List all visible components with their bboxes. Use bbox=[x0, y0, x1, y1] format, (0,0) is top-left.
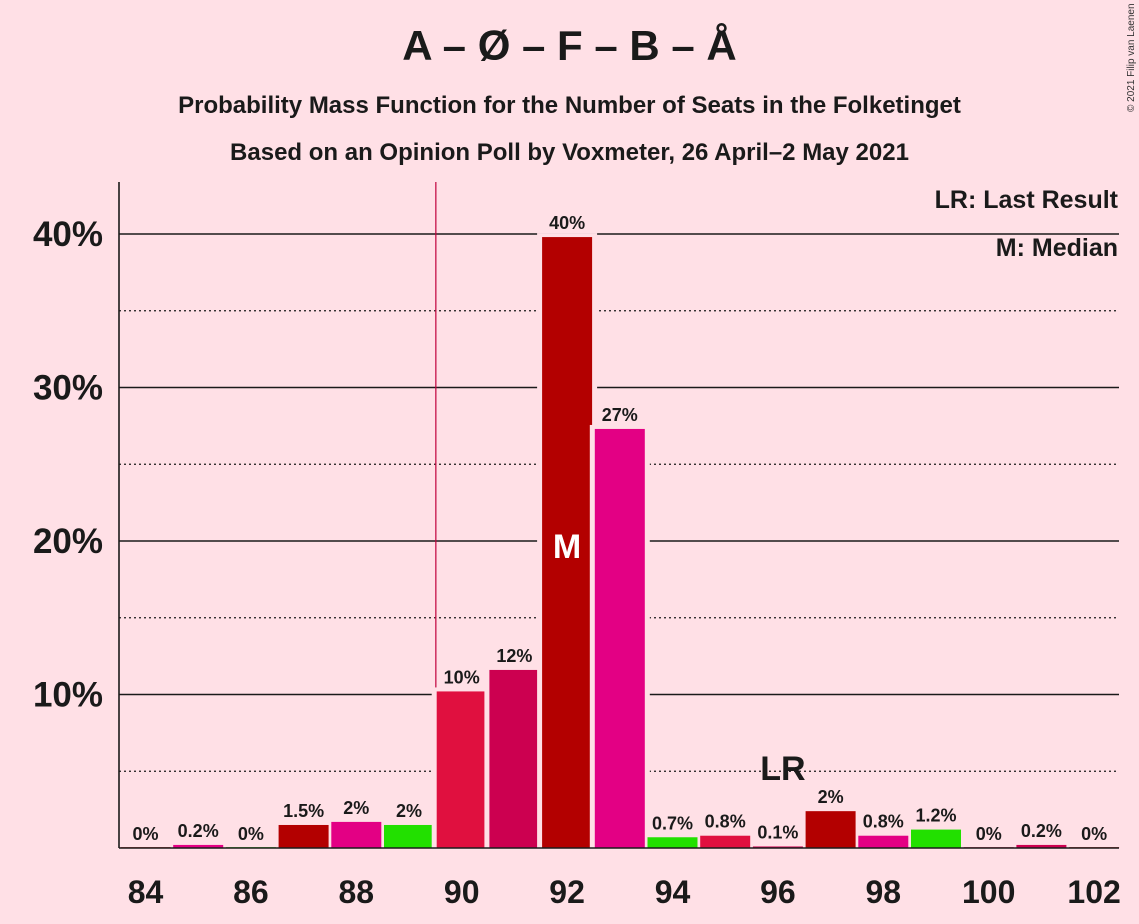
bar-seats-98 bbox=[858, 835, 909, 848]
data-label: 0.1% bbox=[757, 822, 798, 842]
data-label: 12% bbox=[496, 646, 532, 666]
y-tick-label: 20% bbox=[33, 522, 103, 561]
data-label: 2% bbox=[396, 801, 422, 821]
chart-title: A – Ø – F – B – Å bbox=[402, 22, 737, 69]
data-label: 10% bbox=[444, 667, 480, 687]
bar-seats-97 bbox=[805, 811, 856, 848]
data-label: 2% bbox=[818, 787, 844, 807]
bar-seats-91 bbox=[489, 669, 540, 848]
data-label: 2% bbox=[343, 798, 369, 818]
data-label: 0.2% bbox=[178, 821, 219, 841]
bar-seats-92 bbox=[542, 237, 593, 848]
x-tick-label: 86 bbox=[233, 874, 269, 910]
data-label: 0.8% bbox=[863, 812, 904, 832]
y-tick-label: 40% bbox=[33, 215, 103, 254]
x-tick-label: 90 bbox=[444, 874, 480, 910]
y-tick-label: 30% bbox=[33, 369, 103, 408]
y-tick-label: 10% bbox=[33, 676, 103, 715]
x-tick-label: 96 bbox=[760, 874, 796, 910]
bar-seats-99 bbox=[911, 829, 961, 848]
bar-seats-95 bbox=[700, 835, 751, 848]
data-label: 0% bbox=[976, 824, 1002, 844]
x-tick-label: 102 bbox=[1067, 874, 1120, 910]
x-tick-label: 84 bbox=[128, 874, 164, 910]
bar-seats-90 bbox=[436, 691, 487, 848]
median-marker: M bbox=[553, 528, 581, 566]
legend-median: M: Median bbox=[995, 234, 1118, 262]
bar-seats-87 bbox=[278, 824, 329, 848]
chart-subtitle-poll: Based on an Opinion Poll by Voxmeter, 26… bbox=[230, 139, 909, 166]
x-tick-label: 88 bbox=[339, 874, 375, 910]
data-label: 0.8% bbox=[705, 812, 746, 832]
x-tick-label: 98 bbox=[866, 874, 902, 910]
data-label: 1.5% bbox=[283, 801, 324, 821]
bar-seats-89 bbox=[384, 824, 434, 848]
last-result-marker: LR bbox=[760, 750, 805, 788]
data-label: 0.7% bbox=[652, 813, 693, 833]
data-label: 40% bbox=[549, 213, 585, 233]
data-label: 1.2% bbox=[915, 806, 956, 826]
bar-seats-85 bbox=[173, 844, 224, 848]
x-tick-label: 94 bbox=[655, 874, 691, 910]
bar-seats-94 bbox=[647, 837, 698, 848]
bar-seats-93 bbox=[594, 428, 645, 848]
data-label: 0% bbox=[1081, 824, 1107, 844]
data-label: 0.2% bbox=[1021, 821, 1062, 841]
data-label: 0% bbox=[132, 824, 158, 844]
data-label: 0% bbox=[238, 824, 264, 844]
legend-last-result: LR: Last Result bbox=[934, 186, 1118, 214]
data-label: 27% bbox=[602, 405, 638, 425]
chart-subtitle: Probability Mass Function for the Number… bbox=[178, 92, 961, 119]
bar-seats-101 bbox=[1016, 844, 1067, 848]
x-tick-label: 100 bbox=[962, 874, 1015, 910]
bar-seats-88 bbox=[331, 821, 382, 848]
x-tick-label: 92 bbox=[549, 874, 585, 910]
